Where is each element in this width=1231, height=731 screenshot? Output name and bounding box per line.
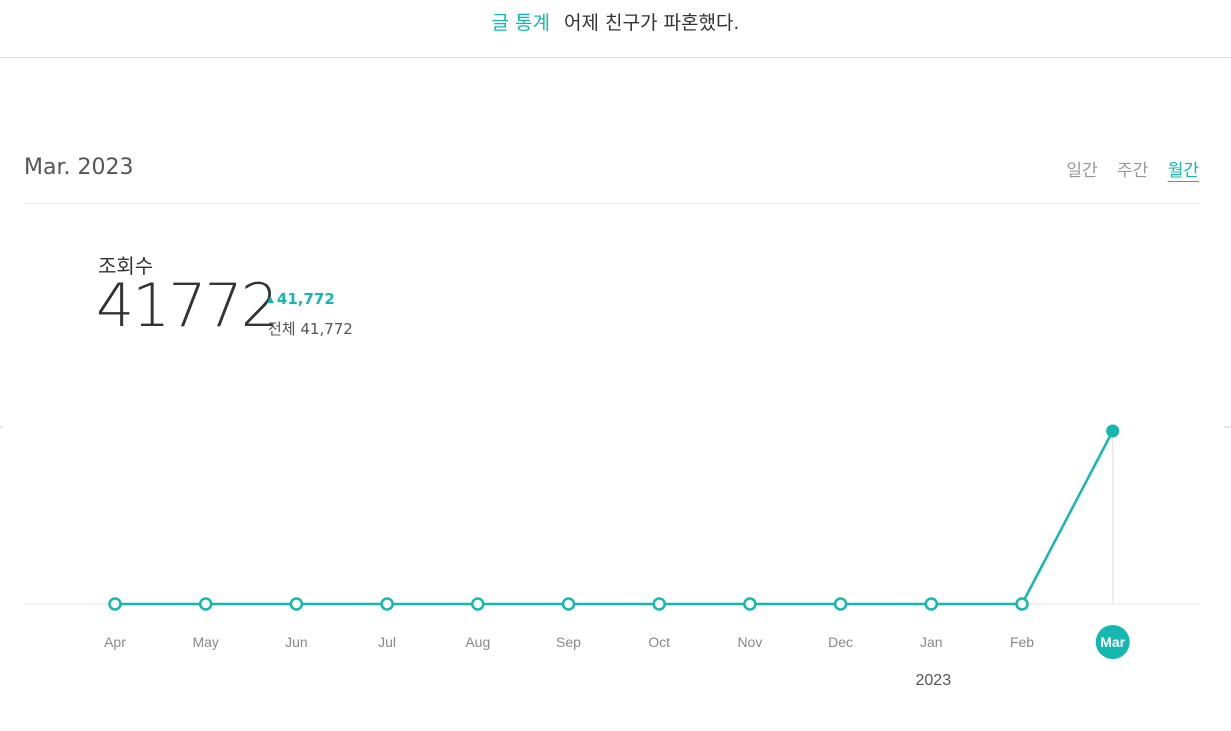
x-tick-label: Jan [920, 634, 943, 650]
post-title: 어제 친구가 파혼했다. [564, 12, 740, 34]
data-point [652, 597, 666, 611]
metric-value: 41772 [96, 271, 279, 341]
tab-daily[interactable]: 일간 [1066, 161, 1098, 181]
x-tick-label: Aug [465, 634, 490, 650]
metric-delta: ▲ 41,772 [267, 290, 335, 308]
x-tick-label: Jul [378, 634, 396, 650]
stats-section-label[interactable]: 글 통계 [491, 12, 550, 34]
metric-total: 전체 41,772 [268, 320, 353, 338]
data-point [924, 597, 939, 611]
data-point [380, 597, 394, 611]
x-tick-label: Mar [1100, 634, 1125, 650]
x-tick-label: Feb [1010, 634, 1034, 650]
data-point [561, 597, 576, 611]
data-point [471, 597, 485, 611]
tab-weekly[interactable]: 주간 [1117, 161, 1149, 181]
metric-label: 조회수 [98, 254, 154, 278]
x-tick-label: Jun [285, 634, 308, 650]
metric-delta-value: 41,772 [276, 290, 335, 308]
data-point [833, 597, 848, 611]
data-point [108, 597, 122, 611]
data-point [1015, 597, 1029, 611]
x-tick-label: Nov [737, 634, 762, 650]
x-tick-label: Dec [828, 634, 853, 650]
series-line [115, 430, 1114, 606]
period-tabs: 일간 주간 월간 [1052, 156, 1199, 181]
period-label: Mar. 2023 [24, 155, 134, 180]
x-tick-label: May [192, 634, 218, 650]
top-bar: 글 통계 어제 친구가 파혼했다. [0, 0, 1231, 58]
data-point [1106, 424, 1120, 438]
x-tick-label: Sep [556, 634, 581, 650]
selected-month-badge [1095, 625, 1130, 659]
header-divider [24, 203, 1200, 204]
data-point [743, 597, 757, 611]
x-tick-label: Oct [648, 634, 670, 650]
data-point [289, 597, 304, 611]
data-point [198, 597, 213, 611]
up-triangle-icon: ▲ [267, 295, 274, 305]
year-label: 2023 [916, 672, 952, 689]
tab-monthly[interactable]: 월간 [1167, 161, 1199, 181]
x-tick-label: Apr [104, 634, 126, 650]
